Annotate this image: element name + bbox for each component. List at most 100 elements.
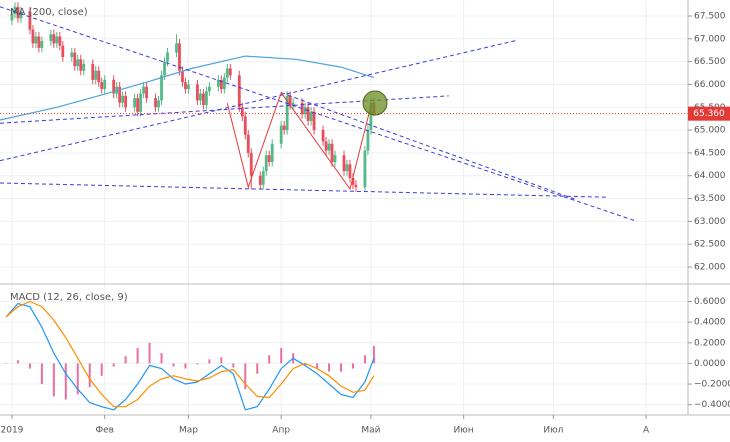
candle-body (142, 86, 145, 94)
macd-line (5, 302, 375, 411)
candle-body (321, 130, 325, 142)
x-tick-label: Мар (179, 426, 198, 436)
y-tick-label: 0.2000 (694, 338, 726, 348)
candle-body (246, 134, 250, 153)
histogram-bar (76, 363, 79, 395)
histogram-bar (16, 360, 19, 364)
candle-body (157, 100, 160, 108)
candle-body (49, 34, 53, 42)
histogram-bar (316, 363, 319, 369)
candle-body (82, 63, 86, 71)
histogram-bar (232, 363, 235, 368)
candle-body (216, 79, 220, 87)
candle-body (154, 98, 157, 108)
trend-line (0, 182, 608, 198)
candle-body (354, 184, 358, 188)
trend-line (0, 39, 518, 162)
y-tick-label: 67.500 (694, 11, 726, 21)
candle-body (324, 141, 328, 151)
histogram-bar (304, 363, 307, 366)
candle-body (187, 84, 190, 90)
y-tick-label: 0.6000 (694, 297, 726, 307)
candle-body (219, 79, 223, 90)
macd-line (5, 300, 375, 408)
candle-body (228, 68, 232, 76)
marks-layer (0, 2, 688, 411)
y-tick-label: 67.000 (694, 34, 726, 44)
candle-body (285, 95, 289, 131)
candle-body (351, 178, 355, 185)
histogram-bar (372, 345, 375, 364)
candle-body (100, 82, 104, 90)
candle-body (327, 143, 331, 151)
candle-body (166, 52, 169, 62)
histogram-bar (340, 363, 343, 372)
y-tick-label: 63.000 (694, 217, 726, 227)
y-tick-label: 64.000 (694, 171, 726, 181)
histogram-bar (100, 363, 103, 376)
candle-body (258, 175, 262, 185)
candle-body (363, 150, 367, 188)
histogram-bar (64, 363, 67, 400)
histogram-bar (28, 363, 31, 369)
candle-body (136, 98, 139, 112)
candle-body (124, 95, 128, 108)
histogram-bar (88, 363, 91, 388)
candle-body (97, 70, 101, 83)
x-tick-label: Апр (272, 426, 290, 436)
candle-body (291, 102, 295, 105)
histogram-bar (280, 347, 283, 364)
price-box (688, 106, 730, 121)
y-tick-label: −0.4000 (694, 400, 730, 410)
candle-body (288, 95, 292, 105)
candle-body (204, 91, 208, 105)
histogram-bar (124, 356, 127, 364)
candle-body (28, 11, 32, 30)
candle-body (202, 93, 205, 105)
price-label: 65.360 (693, 109, 725, 119)
legend-label: MA (200, close) (10, 7, 88, 18)
histogram-bar (220, 357, 223, 364)
y-tick-label: 66.000 (694, 80, 726, 90)
candle-body (345, 164, 349, 172)
histogram-bar (208, 359, 211, 364)
candle-body (181, 70, 184, 83)
candle-body (309, 111, 313, 121)
candle-body (163, 61, 166, 76)
x-tick-label: А (643, 426, 650, 436)
candle-body (178, 43, 181, 71)
candle-body (207, 86, 211, 92)
candle-body (13, 6, 17, 14)
candle-body (342, 155, 346, 172)
candle-body (52, 34, 56, 44)
candle-body (270, 143, 274, 163)
candle-body (121, 95, 125, 103)
candle-body (133, 98, 137, 108)
candle-body (366, 130, 370, 151)
candle-body (303, 107, 307, 115)
candle-body (196, 84, 199, 101)
histogram-bar (160, 353, 163, 364)
candle-body (261, 171, 265, 185)
candle-body (199, 93, 202, 101)
x-tick-label: Июн (454, 426, 474, 436)
histogram-bar (268, 355, 271, 364)
candle-body (175, 43, 178, 53)
candle-body (348, 164, 352, 179)
candle-body (16, 6, 20, 19)
candle-body (91, 63, 95, 80)
candle-body (267, 155, 271, 163)
trend-line (226, 91, 372, 191)
y-tick-label: 64.500 (694, 148, 726, 158)
candle-body (282, 125, 286, 131)
candle-body (249, 152, 253, 176)
y-tick-label: −0.2000 (694, 380, 730, 390)
histogram-bar (4, 363, 7, 364)
histogram-bar (52, 363, 55, 397)
histogram-bar (244, 363, 247, 390)
x-tick-label: Фев (95, 426, 114, 436)
candle-body (103, 79, 107, 90)
candle-body (40, 41, 44, 48)
candle-body (240, 107, 244, 117)
